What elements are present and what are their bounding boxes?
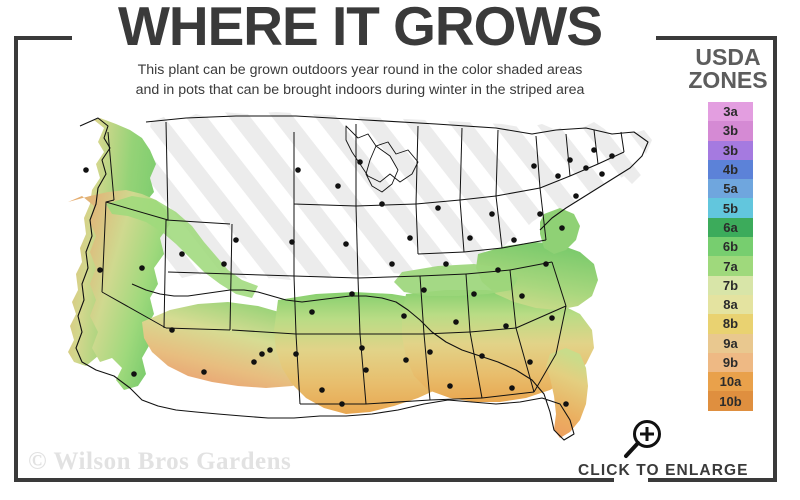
- zone-swatch[interactable]: 3b: [708, 121, 753, 141]
- zone-swatch[interactable]: 8a: [708, 294, 753, 315]
- frame-bottom-edge-right: [648, 478, 777, 482]
- zone-swatch[interactable]: 8b: [708, 314, 753, 334]
- page-title: WHERE IT GROWS: [117, 0, 603, 57]
- zone-swatch[interactable]: 3a: [708, 102, 753, 122]
- legend-heading-line-2: ZONES: [688, 67, 768, 94]
- city-markers: [83, 147, 615, 407]
- frame-top-edge-right: [656, 36, 777, 40]
- usda-hardiness-map[interactable]: [46, 104, 666, 444]
- magnifier-plus-icon[interactable]: [620, 418, 664, 462]
- click-to-enlarge-label[interactable]: CLICK TO ENLARGE: [578, 462, 749, 479]
- zone-swatch[interactable]: 9a: [708, 333, 753, 353]
- zone-swatch[interactable]: 10b: [708, 391, 753, 411]
- frame-top-edge-left: [14, 36, 72, 40]
- legend-heading-line-1: USDA: [695, 44, 761, 70]
- zone-swatch[interactable]: 7b: [708, 275, 753, 295]
- zone-swatch[interactable]: 5a: [708, 179, 753, 199]
- zone-swatch[interactable]: 9b: [708, 352, 753, 373]
- frame-left-edge: [14, 36, 18, 482]
- state-boundaries: [75, 115, 649, 441]
- map-svg: [68, 112, 652, 441]
- legend-heading: USDA ZONES: [672, 44, 784, 94]
- zone-swatch[interactable]: 4b: [708, 159, 753, 180]
- zone-swatch[interactable]: 7a: [708, 256, 753, 276]
- frame-bottom-edge-left: [14, 478, 614, 482]
- zone-swatch[interactable]: 3b: [708, 140, 753, 160]
- subtitle-line-1: This plant can be grown outdoors year ro…: [137, 62, 583, 78]
- colored-zone-region: [68, 118, 598, 438]
- zone-swatch[interactable]: 5b: [708, 198, 753, 218]
- subtitle-line-2: and in pots that can be brought indoors …: [135, 82, 585, 99]
- zone-swatch[interactable]: 10a: [708, 372, 753, 392]
- subtitle: This plant can be grown outdoors year ro…: [52, 60, 668, 100]
- watermark: © Wilson Bros Gardens: [28, 448, 292, 475]
- usda-zone-legend: 3a 3b 3b 4b 5a 5b 6a 6b 7a 7b 8a 8b 9a 9b 10a 10b: [708, 102, 753, 411]
- frame-right-edge: [773, 36, 777, 482]
- zone-swatch[interactable]: 6b: [708, 237, 753, 257]
- zone-swatch[interactable]: 6a: [708, 217, 753, 238]
- striped-zone-region: [136, 112, 652, 280]
